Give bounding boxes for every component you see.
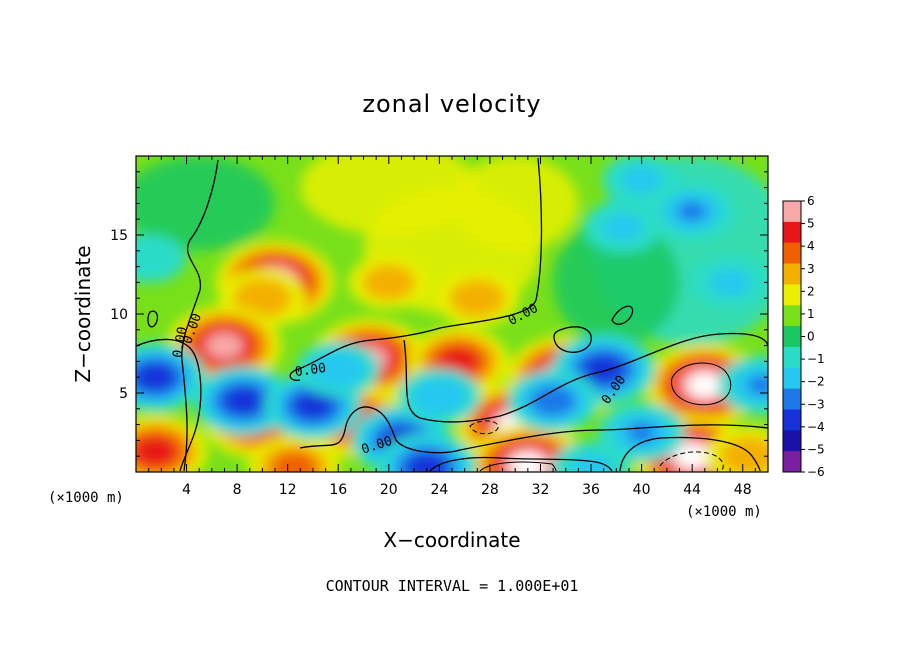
contour-line: [619, 436, 761, 472]
contour-line: [299, 406, 768, 454]
contour-line: [289, 157, 543, 381]
field-blob: [233, 393, 254, 408]
field-blob: [324, 360, 353, 379]
colorbar-label: 6: [807, 194, 815, 208]
contour-label: 0.00: [170, 326, 190, 359]
zero-contour-lines: [136, 157, 768, 472]
x-tick-label: 28: [481, 482, 499, 498]
colorbar-swatch: [783, 201, 801, 223]
field-blob: [677, 201, 707, 222]
plot-area: [135, 155, 769, 473]
y-tick-label: 5: [119, 386, 128, 402]
x-tick-label: 24: [430, 482, 448, 498]
colorbar-swatch: [783, 263, 801, 285]
field-blob: [622, 166, 662, 193]
chart-title: zonal velocity: [362, 90, 541, 118]
contour-line: [136, 338, 202, 472]
x-unit-label-left: (×1000 m): [48, 490, 124, 506]
field-blob: [696, 379, 714, 392]
x-tick-label: 44: [683, 482, 701, 498]
field-blob: [144, 444, 166, 459]
colorbar-swatch: [783, 430, 801, 452]
contour-line: [429, 456, 613, 472]
contour-line: [469, 420, 499, 435]
field-blob: [247, 288, 277, 308]
x-tick-label: 12: [279, 482, 297, 498]
colorbar-swatch: [783, 326, 801, 348]
colorbar-label: −5: [807, 442, 825, 456]
y-tick-label: 10: [110, 307, 128, 323]
colorbar-label: −1: [807, 352, 825, 366]
field-blob: [734, 446, 764, 466]
contour-line: [181, 159, 219, 472]
contour-line: [479, 461, 557, 472]
colorbar-label: −6: [807, 465, 825, 479]
velocity-field: [136, 156, 768, 472]
x-tick-label: 4: [182, 482, 191, 498]
contour-label: 0.00: [294, 361, 327, 380]
colorbar-label: −3: [807, 397, 825, 411]
x-tick-label: 8: [233, 482, 242, 498]
x-tick-label: 40: [633, 482, 651, 498]
colorbar-label: 5: [807, 217, 815, 231]
contour-line: [147, 310, 159, 328]
field-blob: [683, 450, 701, 463]
colorbar-label: 2: [807, 284, 815, 298]
colorbar: 6 5 4 3 2 1 0 −1 −2 −3 −4 −5 −6: [782, 194, 825, 479]
field-blob: [303, 398, 323, 413]
x-tick-label: 16: [329, 482, 347, 498]
field-blob: [541, 393, 565, 409]
contour-line: [403, 332, 768, 423]
colorbar-swatch: [783, 451, 801, 473]
colorbar-label: 4: [807, 239, 815, 253]
field-blob: [136, 156, 276, 251]
field-blob: [215, 338, 234, 353]
colorbar-swatch: [783, 388, 801, 410]
colorbar-label: −2: [807, 375, 825, 389]
field-blob: [603, 214, 643, 241]
x-tick-label: 20: [380, 482, 398, 498]
colorbar-swatch: [783, 305, 801, 327]
field-blob: [571, 454, 611, 472]
colorbar-swatch: [783, 221, 801, 244]
contour-interval-note: CONTOUR INTERVAL = 1.000E+01: [326, 577, 579, 595]
colorbar-label: −4: [807, 420, 825, 434]
colorbar-swatch: [783, 284, 801, 306]
field-blob: [553, 219, 680, 346]
colorbar-swatch: [783, 242, 801, 265]
x-unit-label-right: (×1000 m): [686, 504, 762, 520]
field-blob: [425, 386, 454, 406]
field-blob: [463, 288, 492, 308]
x-axis-label: X−coordinate: [383, 528, 520, 552]
y-axis-label: Z−coordinate: [71, 245, 95, 382]
contour-line: [553, 326, 592, 353]
field-blob: [747, 375, 768, 395]
field-blob: [136, 246, 168, 271]
colorbar-label: 1: [807, 307, 815, 321]
contour-line: [611, 305, 634, 325]
x-tick-label: 36: [582, 482, 600, 498]
colorbar-swatch: [783, 367, 801, 390]
field-blob: [144, 370, 166, 385]
colorbar-swatch: [783, 409, 801, 431]
field-blob: [710, 269, 750, 296]
field-blob: [282, 459, 306, 472]
field-blob: [448, 354, 469, 369]
colorbar-label: 3: [807, 262, 815, 276]
field-blob: [452, 156, 579, 251]
contour-line: [659, 451, 724, 472]
x-tick-label: 48: [734, 482, 752, 498]
x-tick-label: 32: [532, 482, 550, 498]
y-tick-label: 15: [110, 228, 128, 244]
colorbar-label: 0: [807, 330, 815, 344]
colorbar-swatch: [783, 346, 801, 369]
contour-line: [671, 362, 732, 406]
field-blob: [375, 273, 403, 292]
